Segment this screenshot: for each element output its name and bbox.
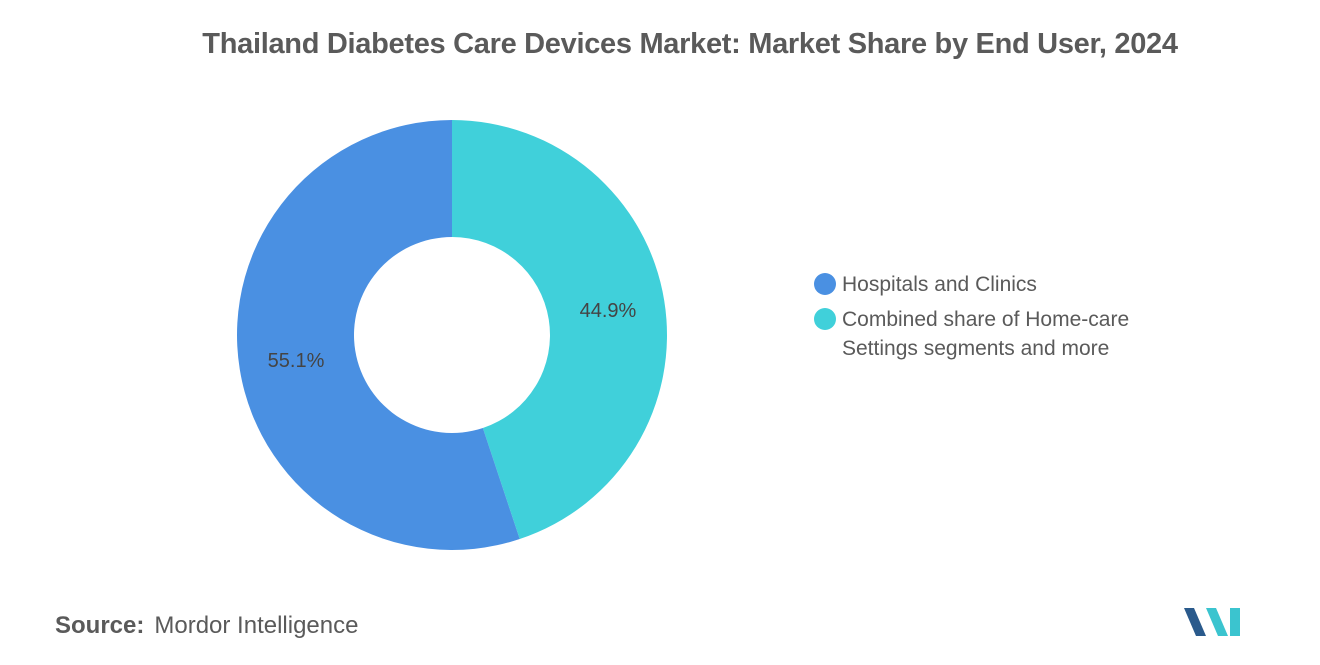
slice-hospitals — [236, 120, 520, 551]
legend-label-home-care: Combined share of Home-care Settings seg… — [842, 308, 1130, 360]
mordor-intelligence-logo — [1184, 608, 1240, 636]
legend-swatch-home-care — [814, 308, 836, 330]
source-value: Mordor Intelligence — [154, 612, 359, 639]
slice-home-care — [452, 120, 667, 540]
logo-shape-mid — [1206, 608, 1228, 636]
legend-label-hospitals: Hospitals and Clinics — [842, 273, 1037, 296]
slice-label-home-care: 44.9% — [580, 300, 637, 322]
legend-item-home-care: Combined share of Home-care Settings seg… — [814, 305, 1194, 363]
chart-title: Thailand Diabetes Care Devices Market: M… — [202, 28, 1178, 60]
legend-swatch-hospitals — [814, 273, 836, 295]
legend-item-hospitals: Hospitals and Clinics — [814, 270, 1194, 299]
slice-label-hospitals: 55.1% — [268, 350, 325, 372]
logo-shape-right — [1230, 608, 1240, 636]
source-key: Source: — [55, 612, 145, 639]
logo-shape-left — [1184, 608, 1206, 636]
legend: Hospitals and Clinics Combined share of … — [814, 270, 1194, 369]
source-line: Source: Mordor Intelligence — [55, 612, 358, 640]
